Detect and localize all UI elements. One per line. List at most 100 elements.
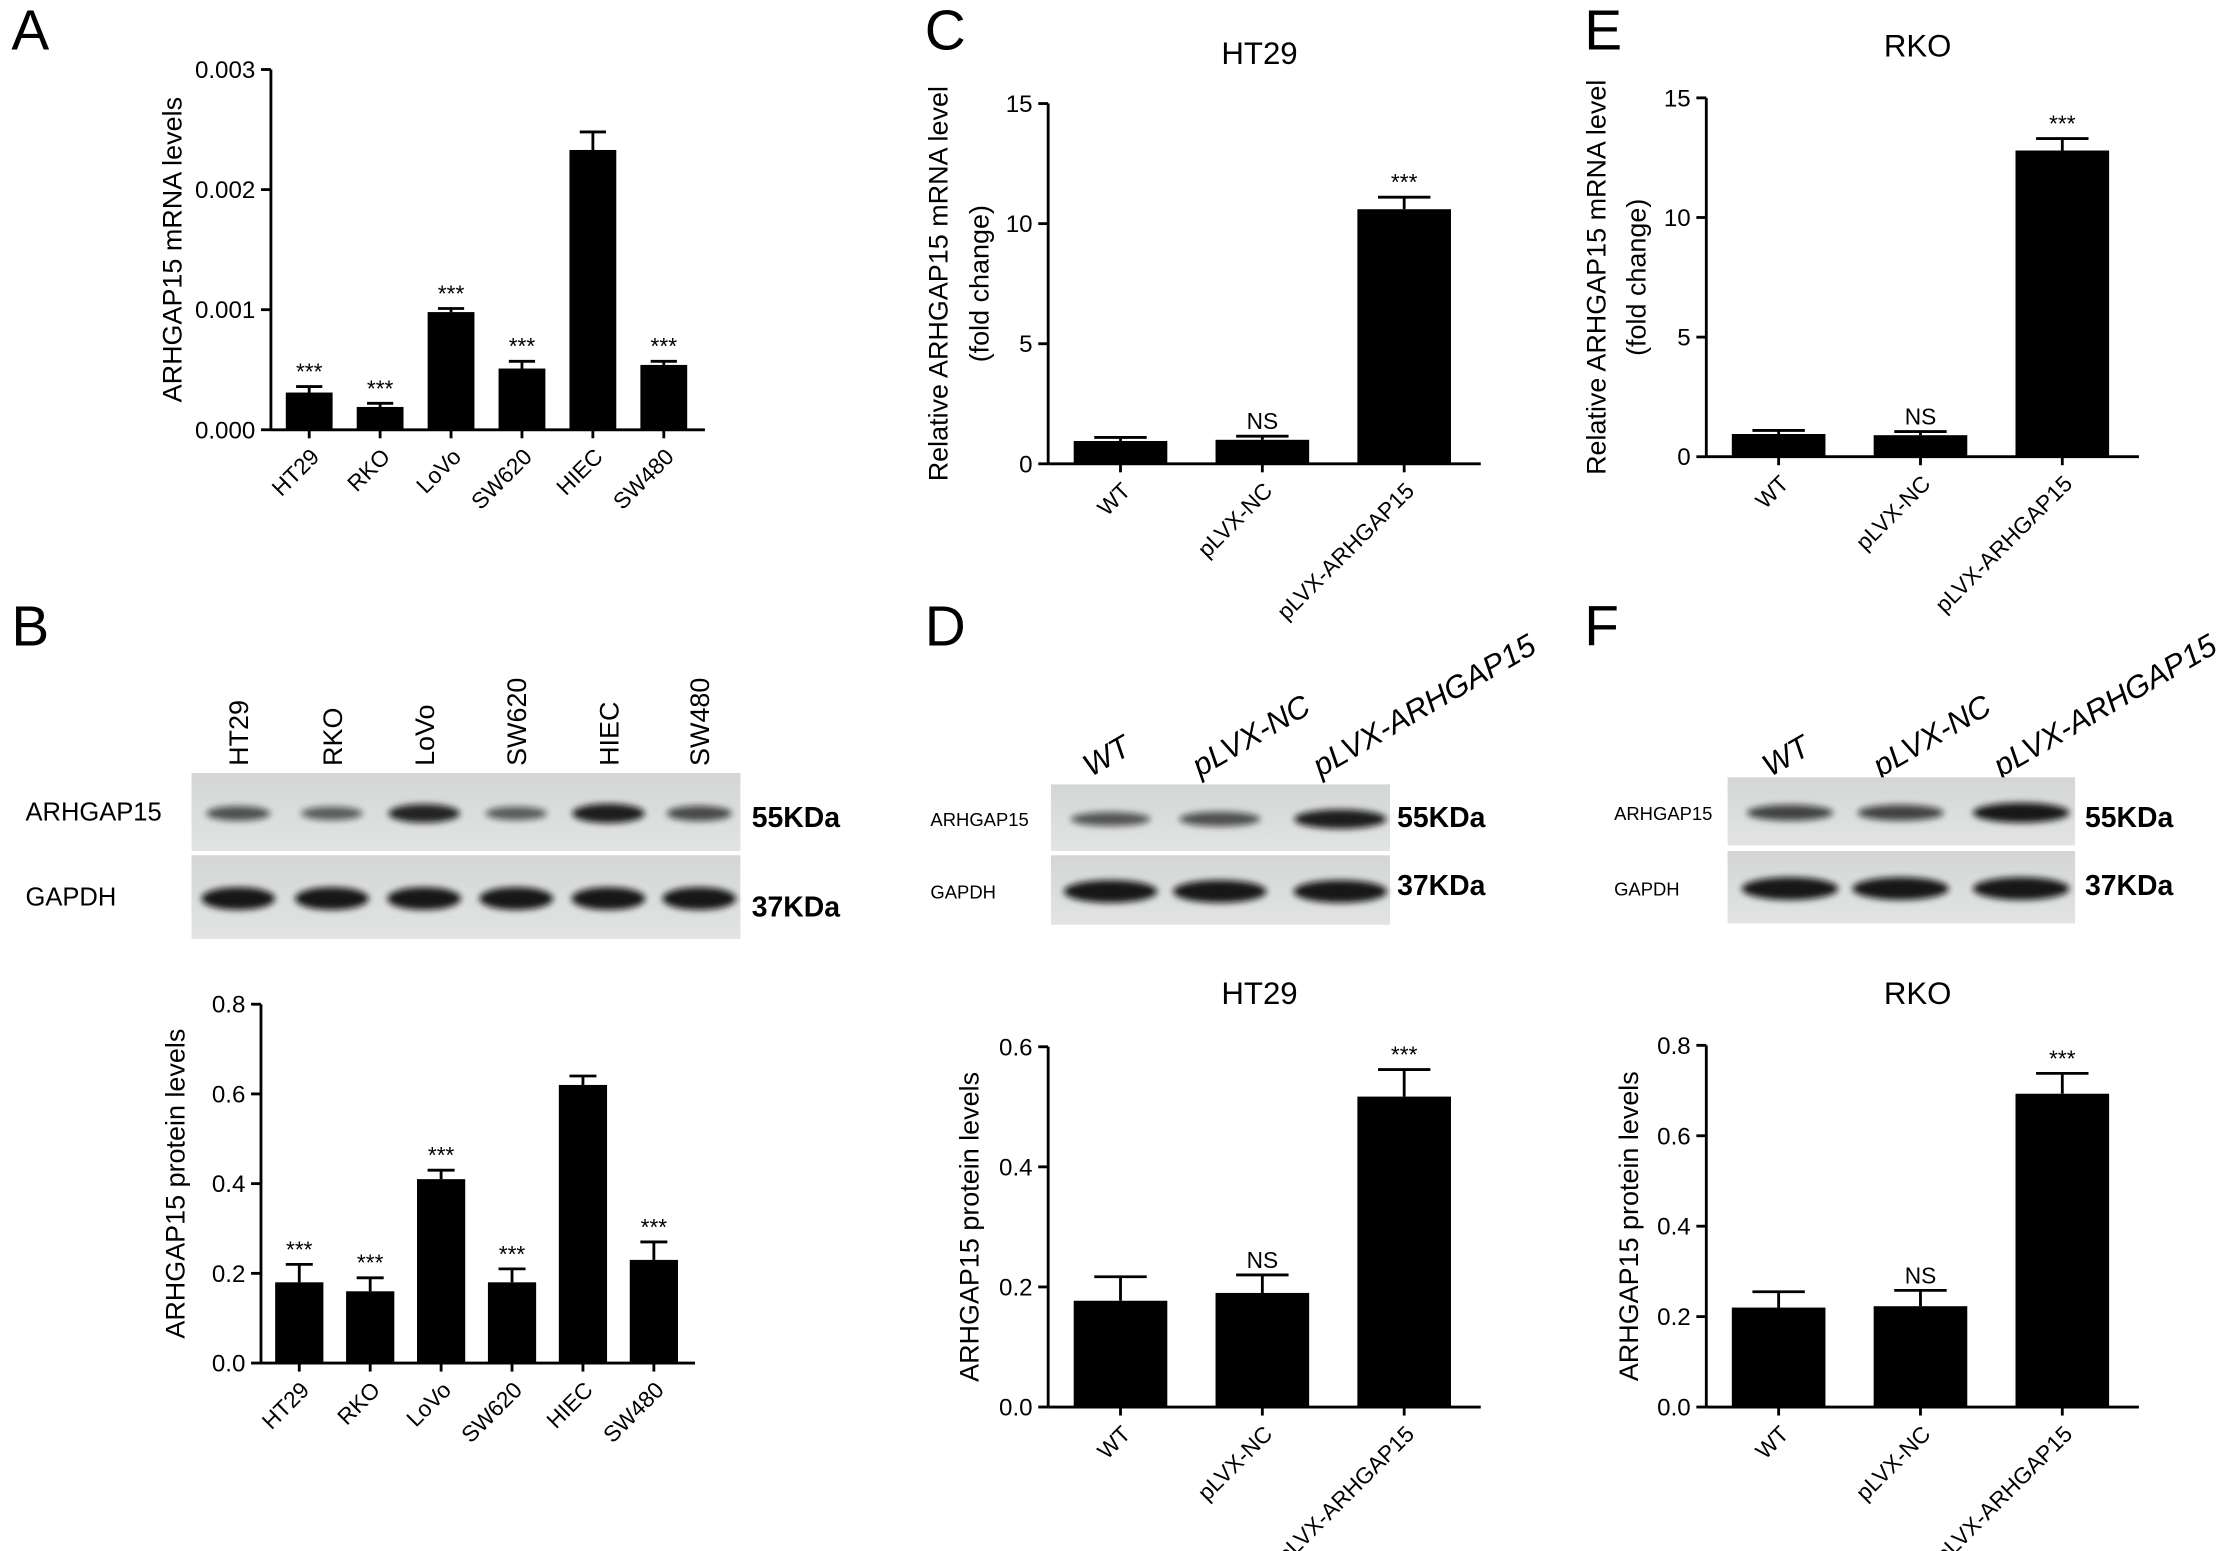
blot-band: [1179, 811, 1261, 827]
y-tick-label: 5: [1677, 325, 1690, 352]
blot-band: [1857, 804, 1944, 821]
lane-label: HT29: [224, 700, 254, 766]
bar: [285, 392, 333, 430]
significance-label: ***: [509, 333, 536, 359]
chart-title: HT29: [1221, 36, 1297, 71]
y-tick-label: 0.003: [195, 57, 255, 84]
y-tick-label: 0.2: [1657, 1304, 1691, 1331]
y-axis-label: ARHGAP15 mRNA levels: [158, 97, 188, 402]
y-tick-label: 5: [1019, 331, 1032, 358]
panel-letter: F: [1584, 595, 1619, 658]
x-tick-label: SW480: [598, 1377, 669, 1448]
y-tick-label: 0.0: [999, 1395, 1033, 1422]
panel-letter: D: [925, 595, 966, 658]
significance-label: ***: [651, 333, 678, 359]
blot-row-label: ARHGAP15: [1614, 803, 1712, 824]
blot-band: [295, 887, 369, 910]
bar: [1873, 435, 1968, 457]
lane-label: WT: [1756, 728, 1817, 784]
y-axis-label: (fold change): [965, 205, 995, 362]
significance-label: ***: [2049, 1045, 2076, 1071]
bar: [1215, 439, 1310, 464]
x-tick-label: SW480: [608, 443, 679, 514]
bar: [2015, 150, 2110, 457]
lane-label: HIEC: [594, 702, 624, 766]
blot-band: [1293, 880, 1388, 903]
significance-label: ***: [296, 358, 323, 384]
significance-label: ***: [367, 375, 394, 401]
y-tick-label: 10: [1664, 205, 1691, 232]
x-tick-label: pLVX-NC: [1850, 470, 1935, 555]
y-axis-label: ARHGAP15 protein levels: [160, 1029, 190, 1339]
x-tick-label: HIEC: [541, 1377, 598, 1434]
bar: [427, 312, 475, 430]
significance-label: ***: [1391, 169, 1418, 195]
y-tick-label: 0.6: [999, 1034, 1033, 1061]
x-tick-label: SW620: [456, 1377, 527, 1448]
y-tick-label: 15: [1664, 85, 1691, 112]
x-tick-label: pLVX-ARHGAP15: [1272, 477, 1419, 624]
chart-title: RKO: [1884, 976, 1952, 1011]
blot-row-label: GAPDH: [930, 882, 996, 903]
x-tick-label: pLVX-ARHGAP15: [1930, 470, 2077, 617]
significance-label: ***: [428, 1142, 455, 1168]
bar: [417, 1179, 466, 1364]
y-tick-label: 0.8: [212, 992, 246, 1019]
lane-label: LoVo: [410, 704, 440, 765]
lane-label: SW620: [502, 678, 532, 766]
blot-size-label: 37KDa: [1397, 870, 1486, 902]
lane-label: RKO: [318, 708, 348, 766]
bar: [346, 1291, 395, 1364]
y-tick-label: 0.4: [212, 1171, 246, 1198]
blot-size-label: 37KDa: [2085, 870, 2174, 902]
blot-band: [1070, 812, 1151, 827]
y-tick-label: 0.4: [999, 1154, 1033, 1181]
bar: [1873, 1306, 1968, 1408]
bar: [1357, 1096, 1451, 1408]
y-tick-label: 0: [1019, 451, 1032, 478]
chart-title: HT29: [1221, 976, 1297, 1011]
y-tick-label: 0: [1677, 444, 1690, 471]
x-tick-label: pLVX-ARHGAP15: [1272, 1421, 1419, 1551]
blot-size-label: 55KDa: [1397, 802, 1486, 834]
significance-label: ***: [1391, 1041, 1418, 1067]
x-tick-label: pLVX-NC: [1850, 1421, 1935, 1506]
blot-band: [1852, 877, 1949, 900]
significance-label: ***: [357, 1250, 384, 1276]
blot-band: [485, 806, 548, 821]
blot-size-label: 55KDa: [2085, 802, 2174, 834]
bar: [1073, 440, 1168, 464]
y-tick-label: 0.8: [1657, 1033, 1691, 1060]
blot-band: [662, 887, 737, 910]
bar: [1731, 1307, 1826, 1408]
y-tick-label: 10: [1006, 211, 1033, 238]
x-tick-label: WT: [1750, 1420, 1793, 1463]
panel-letter: B: [11, 595, 49, 658]
blot-row-label: GAPDH: [26, 884, 117, 912]
x-tick-label: LoVo: [411, 443, 466, 498]
lane-label: pLVX-NC: [1866, 688, 1997, 784]
blot-band: [387, 887, 461, 910]
y-tick-label: 0.6: [212, 1081, 246, 1108]
bar: [1215, 1292, 1310, 1408]
x-tick-label: RKO: [342, 443, 395, 496]
blot-size-label: 55KDa: [752, 802, 841, 834]
bar: [275, 1282, 324, 1364]
blot-band: [1972, 802, 2070, 823]
x-tick-label: SW620: [466, 443, 537, 514]
y-tick-label: 0.0: [1657, 1395, 1691, 1422]
blot-band: [1741, 877, 1839, 900]
y-tick-label: 0.6: [1657, 1123, 1691, 1150]
chart-title: RKO: [1884, 29, 1952, 64]
y-tick-label: 15: [1006, 91, 1033, 118]
y-tick-label: 0.2: [999, 1274, 1033, 1301]
panel-letter: A: [11, 0, 49, 63]
y-axis-label: ARHGAP15 protein levels: [955, 1072, 985, 1382]
blot-band: [206, 806, 271, 821]
x-tick-label: WT: [1092, 477, 1135, 520]
blot-row-label: GAPDH: [1614, 879, 1680, 900]
y-axis-label: Relative ARHGAP15 mRNA level: [1582, 80, 1612, 475]
bar: [558, 1084, 608, 1364]
